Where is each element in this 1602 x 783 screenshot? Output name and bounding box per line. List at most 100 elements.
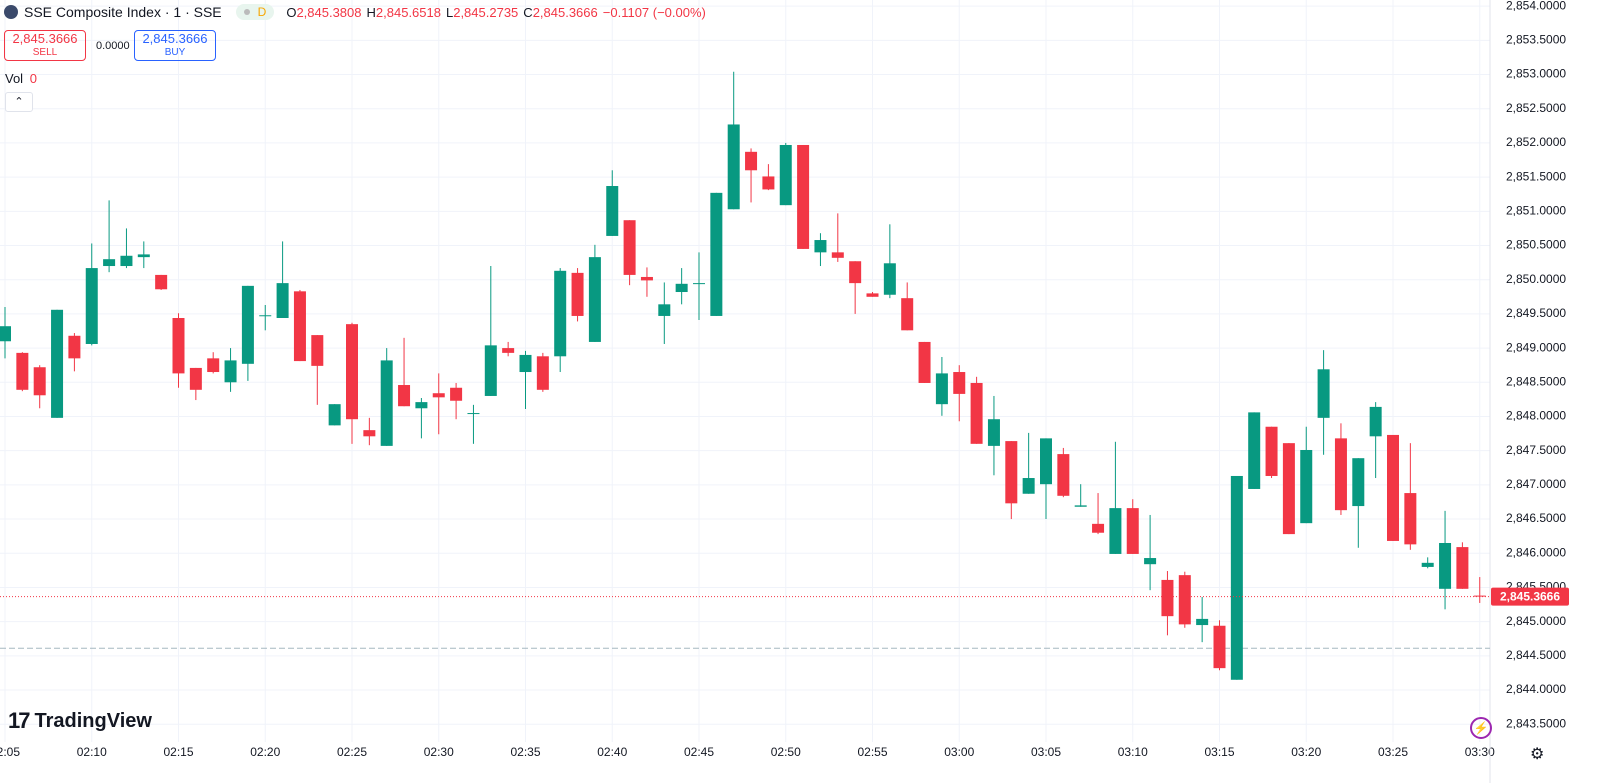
buy-label: BUY: [164, 47, 186, 58]
candle-body: [85, 268, 98, 344]
candle-body: [1126, 508, 1139, 554]
candle-body: [398, 385, 411, 407]
candle-body: [745, 151, 758, 171]
y-tick-label: 2,844.0000: [1506, 682, 1566, 696]
candle-body: [1317, 369, 1330, 418]
brand-text: TradingView: [34, 709, 152, 732]
candle-body: [536, 356, 549, 390]
candle-body: [831, 252, 844, 258]
candle-body: [797, 144, 810, 249]
interval-badge[interactable]: D: [235, 4, 275, 20]
candle-body: [224, 360, 237, 383]
candle-body: [120, 255, 133, 267]
candle-body: [814, 240, 827, 253]
price-label-box: [1491, 587, 1569, 606]
x-tick-label: 03:00: [944, 745, 974, 759]
candle-body: [484, 345, 497, 396]
ohlc-key: L: [445, 4, 454, 20]
y-tick-label: 2,852.5000: [1506, 101, 1566, 115]
y-tick-label: 2,853.5000: [1506, 33, 1566, 47]
candle-body: [571, 272, 584, 316]
candle-body: [1265, 426, 1278, 476]
candle-body: [1178, 575, 1191, 625]
candle-body: [293, 291, 306, 362]
candle-body: [901, 298, 914, 331]
ohlc-value: 2,845.3666: [532, 4, 598, 20]
candle-body: [207, 358, 220, 373]
y-tick-label: 2,847.0000: [1506, 477, 1566, 491]
y-tick-label: 2,847.5000: [1506, 443, 1566, 457]
ohlc-key: O: [286, 4, 297, 20]
candle-body: [33, 367, 46, 396]
candle-body: [849, 261, 862, 284]
volume-label: Vol: [5, 71, 24, 86]
candle-body: [606, 186, 619, 236]
candle-body: [727, 124, 740, 210]
candle-body: [1439, 542, 1452, 589]
candle-body: [1387, 434, 1399, 541]
candle-body: [640, 276, 653, 281]
x-tick-label: 02:05: [0, 745, 20, 759]
candle-body: [0, 326, 11, 342]
candle-body: [883, 263, 896, 295]
x-tick-label: 03:30: [1465, 745, 1495, 759]
y-tick-label: 2,851.5000: [1506, 169, 1566, 183]
legend: SSE Composite Index · 1 · SSE D O 2,845.3…: [4, 4, 711, 20]
y-tick-label: 2,853.0000: [1506, 67, 1566, 81]
settings-icon[interactable]: ⚙: [1530, 746, 1545, 763]
candle-body: [1092, 523, 1105, 533]
x-tick-label: 03:25: [1378, 745, 1408, 759]
y-tick-label: 2,844.5000: [1506, 648, 1566, 662]
candle-body: [415, 402, 428, 409]
y-tick-label: 2,849.5000: [1506, 306, 1566, 320]
candle-body: [276, 283, 289, 318]
candle-body: [623, 220, 636, 275]
candle-body: [1456, 547, 1469, 589]
sell-button[interactable]: 2,845.3666 SELL: [4, 30, 86, 61]
candle-body: [762, 176, 775, 190]
collapse-button[interactable]: ⌃: [5, 92, 33, 112]
candle-body: [779, 144, 792, 206]
candle-body: [137, 254, 150, 258]
symbol-icon: [4, 5, 18, 19]
x-tick-label: 02:30: [424, 745, 454, 759]
alert-icon[interactable]: ⚡: [1470, 717, 1492, 739]
candle-body: [467, 413, 480, 415]
candle-body: [432, 393, 445, 398]
candle-body: [1248, 412, 1261, 489]
brand-logo: 17 TradingView: [8, 708, 152, 733]
candle-body: [1421, 562, 1434, 567]
buy-button[interactable]: 2,845.3666 BUY: [134, 30, 216, 61]
x-tick-label: 03:20: [1291, 745, 1321, 759]
candle-body: [328, 404, 341, 426]
y-tick-label: 2,854.0000: [1506, 0, 1566, 12]
candle-body: [155, 274, 168, 290]
x-tick-label: 02:40: [597, 745, 627, 759]
change: −0.1107 (−0.00%): [602, 4, 706, 20]
candle-body: [51, 309, 64, 418]
candle-body: [450, 387, 463, 401]
x-tick-label: 03:05: [1031, 745, 1061, 759]
volume-value: 0: [29, 71, 37, 86]
y-tick-label: 2,849.0000: [1506, 340, 1566, 354]
ohlc-key: H: [366, 4, 376, 20]
candle-body: [189, 367, 202, 390]
x-tick-label: 02:35: [510, 745, 540, 759]
x-tick-label: 02:15: [163, 745, 193, 759]
candle-body: [259, 315, 272, 317]
candle-body: [953, 372, 966, 394]
y-tick-label: 2,848.5000: [1506, 374, 1566, 388]
x-tick-label: 03:10: [1118, 745, 1148, 759]
candle-body: [1213, 625, 1226, 669]
symbol-title[interactable]: SSE Composite Index · 1 · SSE: [24, 4, 222, 20]
candle-body: [987, 419, 1000, 446]
candle-body: [588, 257, 601, 342]
ohlc-value: 2,845.3808: [296, 4, 362, 20]
y-tick-label: 2,850.5000: [1506, 238, 1566, 252]
candle-body: [1300, 449, 1313, 524]
buy-price: 2,845.3666: [142, 31, 208, 46]
candle-body: [519, 354, 532, 373]
x-tick-label: 02:50: [771, 745, 801, 759]
candle-body: [1005, 441, 1018, 504]
y-tick-label: 2,852.0000: [1506, 135, 1566, 149]
